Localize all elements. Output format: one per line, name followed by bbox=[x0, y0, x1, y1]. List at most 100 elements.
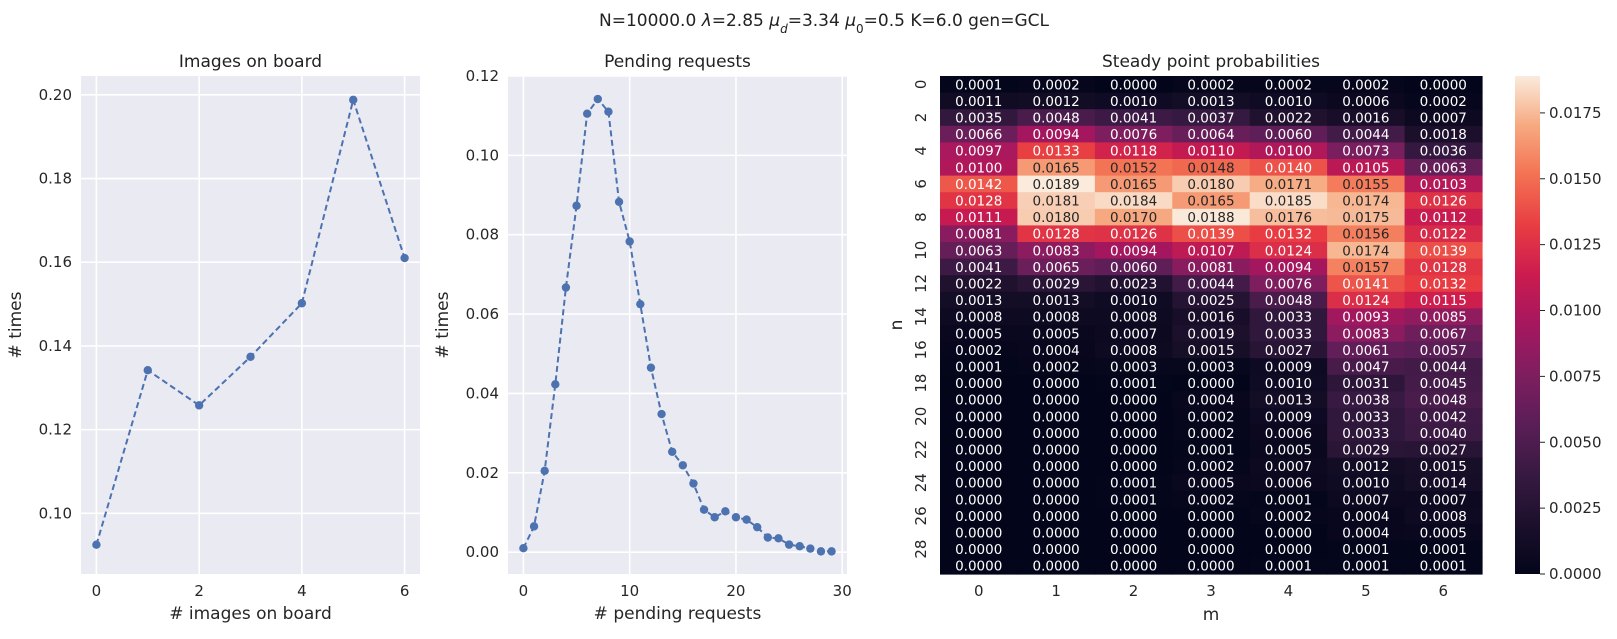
heatmap-cell bbox=[1327, 441, 1406, 459]
cell-label: 0.0000 bbox=[1033, 376, 1080, 392]
cell-label: 0.0006 bbox=[1265, 426, 1312, 442]
heatmap-cell bbox=[1017, 242, 1096, 260]
colorbar-tick-label: 0.0175 bbox=[1549, 104, 1602, 122]
cell-label: 0.0111 bbox=[955, 210, 1002, 226]
cell-label: 0.0000 bbox=[955, 476, 1002, 492]
cell-label: 0.0031 bbox=[1342, 376, 1389, 392]
heatmap-cell bbox=[1327, 457, 1406, 475]
cell-label: 0.0004 bbox=[1342, 526, 1389, 542]
cell-label: 0.0005 bbox=[1033, 326, 1080, 342]
heatmap-cell bbox=[940, 109, 1019, 127]
heatmap-cell bbox=[940, 540, 1019, 558]
heatmap-cell bbox=[1249, 76, 1328, 94]
y-tick-label: 0.18 bbox=[39, 170, 72, 188]
heatmap-cell bbox=[940, 557, 1019, 575]
heatmap-cell bbox=[1249, 159, 1328, 177]
cell-label: 0.0000 bbox=[1110, 409, 1157, 425]
cell-label: 0.0007 bbox=[1420, 492, 1467, 508]
heatmap-cell bbox=[940, 524, 1019, 542]
heatmap-cell bbox=[1017, 358, 1096, 376]
heatmap-cell bbox=[940, 76, 1019, 94]
cell-label: 0.0004 bbox=[1342, 509, 1389, 525]
heatmap-cell bbox=[1172, 341, 1251, 359]
cell-label: 0.0067 bbox=[1420, 326, 1467, 342]
cell-label: 0.0139 bbox=[1187, 227, 1234, 243]
heatmap-cell bbox=[1172, 258, 1251, 276]
colorbar-tick-label: 0.0000 bbox=[1549, 565, 1602, 583]
cell-label: 0.0022 bbox=[1265, 111, 1312, 127]
heatmap-cell bbox=[1172, 159, 1251, 177]
cell-label: 0.0033 bbox=[1342, 409, 1389, 425]
heatmap-cell bbox=[1404, 341, 1483, 359]
cell-label: 0.0000 bbox=[955, 409, 1002, 425]
cell-label: 0.0002 bbox=[1033, 77, 1080, 93]
y-tick-label: 4 bbox=[912, 146, 930, 156]
cell-label: 0.0001 bbox=[1265, 559, 1312, 575]
cell-label: 0.0115 bbox=[1420, 293, 1467, 309]
heatmap-cell bbox=[1172, 557, 1251, 575]
images-on-board-panel: 0 2 4 6 0.10 0.12 0.14 0.16 0.18 0.20 Images on bo… bbox=[6, 52, 420, 624]
cell-label: 0.0015 bbox=[1187, 343, 1234, 359]
heatmap-cell bbox=[1017, 175, 1096, 193]
x-tick-label: 0 bbox=[92, 582, 102, 600]
cell-label: 0.0019 bbox=[1187, 326, 1234, 342]
heatmap-cell bbox=[1249, 242, 1328, 260]
heatmap-cell bbox=[1249, 92, 1328, 110]
data-point bbox=[784, 540, 794, 549]
cell-label: 0.0006 bbox=[1342, 94, 1389, 110]
heatmap-cell bbox=[940, 225, 1019, 243]
cell-label: 0.0133 bbox=[1033, 144, 1080, 160]
x-axis-label: m bbox=[1203, 605, 1220, 625]
heatmap-cell bbox=[1094, 391, 1173, 409]
cell-label: 0.0001 bbox=[1342, 559, 1389, 575]
cell-label: 0.0012 bbox=[1342, 459, 1389, 475]
cell-label: 0.0007 bbox=[1342, 492, 1389, 508]
cell-label: 0.0000 bbox=[955, 559, 1002, 575]
heatmap-cell bbox=[1249, 291, 1328, 309]
heatmap-cell bbox=[1094, 192, 1173, 210]
colorbar-tick-label: 0.0125 bbox=[1549, 236, 1602, 254]
heatmap-cell bbox=[1404, 258, 1483, 276]
heatmap-cell bbox=[1327, 192, 1406, 210]
cell-label: 0.0000 bbox=[1033, 393, 1080, 409]
heatmap-cell bbox=[1094, 109, 1173, 127]
heatmap-cell bbox=[1404, 374, 1483, 392]
y-tick-label: 28 bbox=[912, 540, 930, 559]
y-tick-label: 16 bbox=[912, 340, 930, 359]
heatmap-cell bbox=[1249, 474, 1328, 492]
cell-label: 0.0000 bbox=[1033, 492, 1080, 508]
cell-label: 0.0033 bbox=[1265, 310, 1312, 326]
cell-label: 0.0063 bbox=[1420, 160, 1467, 176]
heatmap-cell bbox=[1017, 540, 1096, 558]
heatmap-cell bbox=[1404, 242, 1483, 260]
heatmap-cell bbox=[1404, 391, 1483, 409]
cell-label: 0.0009 bbox=[1265, 360, 1312, 376]
cell-label: 0.0003 bbox=[1110, 360, 1157, 376]
heatmap-cell bbox=[1172, 540, 1251, 558]
data-point bbox=[667, 447, 677, 456]
heatmap-cell bbox=[1172, 358, 1251, 376]
heatmap-cell bbox=[1094, 408, 1173, 426]
heatmap-cell bbox=[1094, 242, 1173, 260]
data-point bbox=[297, 299, 307, 308]
cell-label: 0.0005 bbox=[1265, 443, 1312, 459]
suptitle-part: =2.85 bbox=[712, 11, 770, 31]
cell-label: 0.0001 bbox=[955, 77, 1002, 93]
cell-label: 0.0174 bbox=[1342, 243, 1389, 259]
cell-label: 0.0189 bbox=[1033, 177, 1080, 193]
cell-label: 0.0000 bbox=[955, 426, 1002, 442]
cell-label: 0.0048 bbox=[1420, 393, 1467, 409]
cell-label: 0.0060 bbox=[1265, 127, 1312, 143]
heatmap-cell bbox=[1017, 76, 1096, 94]
cell-label: 0.0157 bbox=[1342, 260, 1389, 276]
y-tick-label: 6 bbox=[912, 179, 930, 189]
heatmap-cell bbox=[1404, 125, 1483, 143]
suptitle-part: =3.34 bbox=[788, 11, 846, 31]
data-point bbox=[774, 534, 783, 543]
cell-label: 0.0002 bbox=[1342, 77, 1389, 93]
x-tick-label: 20 bbox=[726, 582, 745, 600]
heatmap-cell bbox=[940, 391, 1019, 409]
y-tick-label: 0.00 bbox=[466, 543, 499, 561]
cell-label: 0.0093 bbox=[1342, 310, 1389, 326]
y-tick-label: 0.12 bbox=[466, 67, 499, 85]
